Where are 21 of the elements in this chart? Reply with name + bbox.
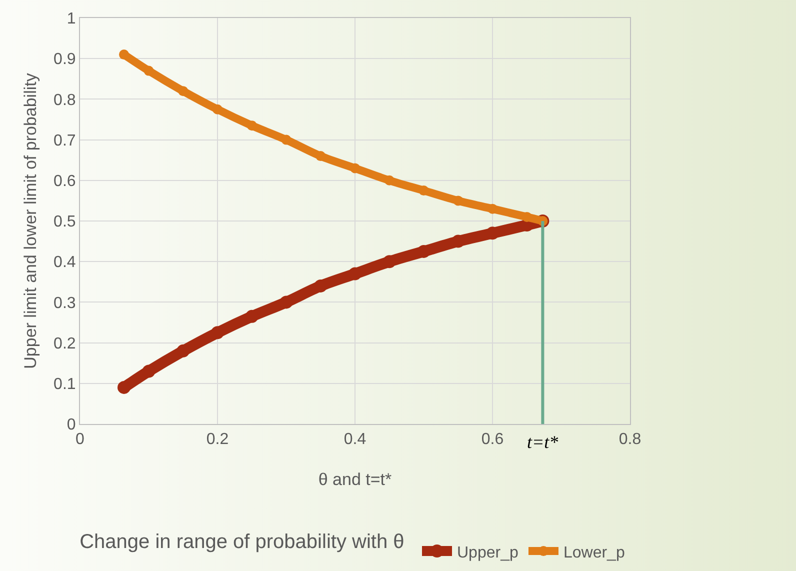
y-tick-label: 0.4: [54, 254, 76, 272]
y-tick-label: 0.3: [54, 294, 76, 312]
y-tick-label: 0: [66, 416, 76, 434]
x-tick-label: 0.2: [206, 431, 229, 448]
y-tick-label: 0.1: [54, 376, 76, 393]
x-tick-label: 0.6: [481, 431, 504, 448]
y-axis-title: Upper limit and lower limit of probability: [21, 72, 40, 369]
y-tick-label: 1: [66, 10, 76, 28]
y-tick-label: 0.8: [54, 92, 76, 109]
y-tick-label: 0.7: [54, 132, 76, 150]
legend-label: Upper_p: [457, 544, 518, 562]
y-tick-label: 0.6: [54, 173, 76, 190]
text: Change in range of probability with θ: [80, 531, 404, 554]
x-tick-label: 0.4: [344, 431, 366, 448]
y-tick-label: 0.2: [54, 335, 76, 352]
ref-line-label: t=t*: [527, 432, 558, 452]
legend-label: Lower_p: [563, 544, 625, 562]
x-tick-label: 0.8: [618, 431, 642, 448]
x-axis-title: θ and t=t*: [318, 470, 392, 489]
y-tick-label: 0.5: [54, 214, 76, 231]
y-tick-label: 0.9: [54, 51, 76, 68]
